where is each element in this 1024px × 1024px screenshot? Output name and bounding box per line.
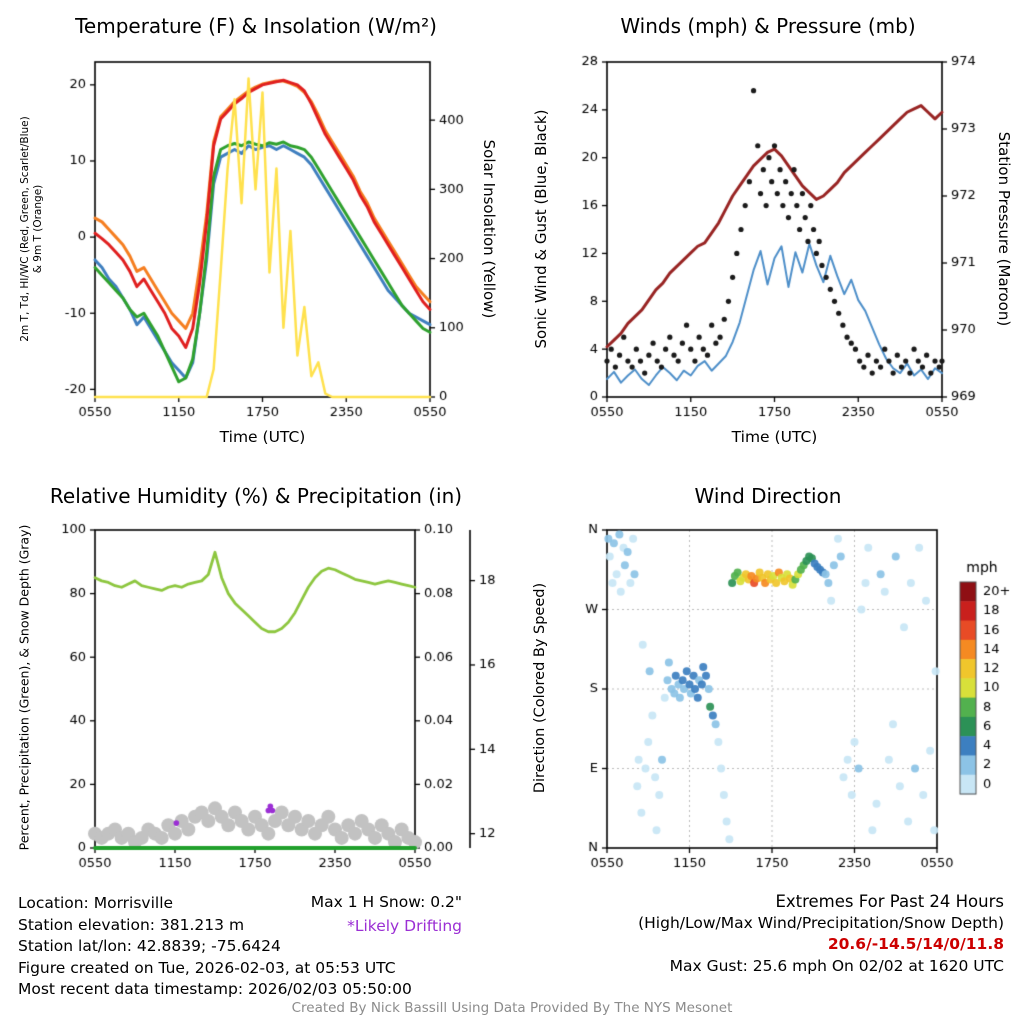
winds-pressure-title: Winds (mph) & Pressure (mb) — [620, 14, 916, 38]
wind-direction-chart — [512, 470, 1024, 890]
wind-direction-panel: Wind Direction Direction (Colored By Spe… — [512, 470, 1024, 890]
time-axis-label-2: Time (UTC) — [731, 428, 818, 446]
wind-left-axis-label: Sonic Wind & Gust (Blue, Black) — [532, 109, 550, 349]
temperature-left-axis-label: 2m T, Td, HI/WC (Red, Green, Scarlet/Blu… — [19, 116, 44, 342]
max-snow-annotation: Max 1 H Snow: 0.2" — [310, 893, 462, 911]
figure-created: Figure created on Tue, 2026-02-03, at 05… — [18, 958, 396, 977]
wind-direction-title: Wind Direction — [694, 484, 842, 508]
extremes-block: Extremes For Past 24 Hours (High/Low/Max… — [638, 891, 1004, 977]
station-info: Location: Morrisville Station elevation:… — [18, 893, 412, 1001]
extremes-subtitle: (High/Low/Max Wind/Precipitation/Snow De… — [638, 913, 1004, 932]
direction-left-axis-label: Direction (Colored By Speed) — [532, 582, 548, 794]
data-timestamp: Most recent data timestamp: 2026/02/03 0… — [18, 980, 412, 998]
humidity-precip-panel: Relative Humidity (%) & Precipitation (i… — [0, 470, 512, 890]
humidity-precip-title: Relative Humidity (%) & Precipitation (i… — [49, 484, 463, 508]
insolation-right-axis-label: Solar Insolation (Yellow) — [480, 139, 498, 319]
pressure-right-axis-label: Station Pressure (Maroon) — [995, 131, 1013, 327]
winds-pressure-panel: Winds (mph) & Pressure (mb) Sonic Wind &… — [512, 0, 1024, 470]
station-latlon: Station lat/lon: 42.8839; -75.6424 — [18, 937, 281, 955]
likely-drifting-annotation: *Likely Drifting — [347, 917, 462, 935]
extremes-values: 20.6/-14.5/14/0/11.8 — [827, 935, 1004, 953]
time-axis-label-1: Time (UTC) — [219, 428, 306, 446]
credit-line: Created By Nick Bassill Using Data Provi… — [291, 1000, 733, 1016]
station-elevation: Station elevation: 381.213 m — [18, 915, 245, 934]
winds-pressure-chart — [512, 0, 1024, 470]
station-location: Location: Morrisville — [18, 894, 174, 912]
humidity-precip-chart — [0, 470, 512, 890]
temperature-insolation-panel: Temperature (F) & Insolation (W/m²) 2m T… — [0, 0, 512, 470]
temperature-insolation-chart — [0, 0, 512, 470]
temperature-insolation-title: Temperature (F) & Insolation (W/m²) — [75, 14, 437, 38]
max-gust: Max Gust: 25.6 mph On 02/02 at 1620 UTC — [669, 956, 1004, 975]
extremes-title: Extremes For Past 24 Hours — [775, 892, 1004, 911]
humidity-left-axis-label: Percent, Precipitation (Green), & Snow D… — [16, 524, 32, 851]
